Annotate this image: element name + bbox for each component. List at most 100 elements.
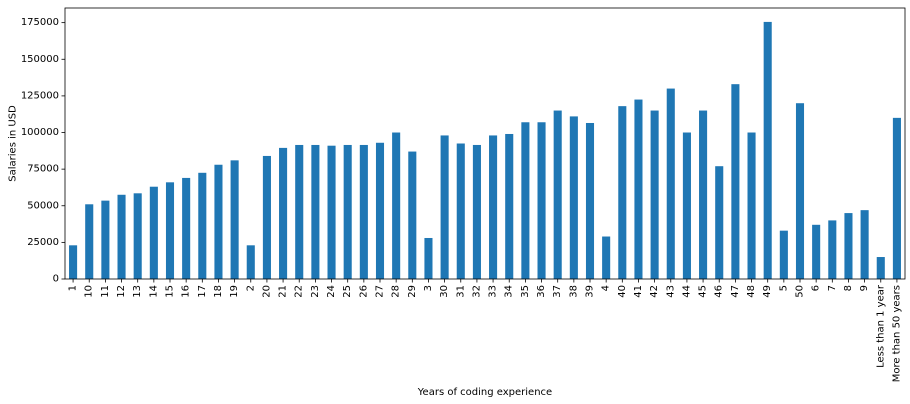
- bar-37: [553, 110, 562, 279]
- y-tick-label: 125000: [21, 90, 59, 101]
- y-axis-ticks: 0 25000 50000 75000 100000 125000 150000 175000: [21, 17, 65, 285]
- bar-18: [214, 164, 223, 279]
- bar-16: [182, 177, 191, 279]
- bar-26: [359, 144, 368, 279]
- x-tick-label: 26: [358, 285, 369, 298]
- x-tick-label: 23: [310, 285, 321, 298]
- x-tick-label: 5: [778, 285, 789, 291]
- bar-29: [408, 151, 417, 279]
- x-tick-label: 22: [294, 285, 305, 298]
- x-tick-label: 40: [617, 285, 628, 298]
- bar-14: [149, 186, 158, 279]
- bar-less-than-1-year: [876, 257, 885, 279]
- x-tick-label: 31: [455, 285, 466, 298]
- bar-4: [602, 236, 611, 279]
- x-tick-label: 46: [714, 285, 725, 298]
- bar-40: [618, 106, 627, 280]
- x-tick-label: 2: [245, 285, 256, 291]
- x-tick-label: 30: [439, 285, 450, 298]
- x-tick-label: 29: [407, 285, 418, 298]
- x-axis-ticks: 1 10 11 12 13 14 15 16 17 18 19 2 20 21 22 23 24 25 26 27 28…: [68, 279, 902, 382]
- x-tick-label: 20: [261, 285, 272, 298]
- bar-48: [747, 132, 756, 279]
- x-tick-label: 33: [488, 285, 499, 298]
- bar-27: [375, 142, 385, 279]
- bar-2: [246, 245, 255, 279]
- bar-6: [812, 224, 821, 279]
- bar-34: [505, 133, 514, 279]
- x-tick-label: 45: [698, 285, 709, 298]
- bar-11: [101, 200, 110, 279]
- x-tick-label: 49: [762, 285, 773, 298]
- bar-43: [666, 88, 675, 279]
- bar-41: [634, 99, 643, 280]
- x-tick-label: 8: [843, 285, 854, 291]
- x-tick-label: 32: [471, 285, 482, 298]
- x-tick-label: 17: [197, 285, 208, 298]
- x-tick-label: 3: [423, 285, 434, 291]
- bar-31: [456, 143, 465, 279]
- bar-44: [682, 132, 691, 279]
- bar-45: [699, 110, 708, 279]
- x-tick-label: 43: [665, 285, 676, 298]
- x-tick-label: 4: [601, 285, 612, 291]
- x-tick-label: 1: [68, 285, 79, 291]
- x-tick-label: 12: [116, 285, 127, 298]
- bar-35: [521, 122, 530, 279]
- x-tick-label: 25: [342, 285, 353, 298]
- x-tick-label: 11: [100, 285, 111, 298]
- x-tick-label: More than 50 years: [891, 285, 902, 382]
- y-tick-label: 175000: [21, 17, 59, 28]
- x-tick-label: 16: [181, 285, 192, 298]
- bar-36: [537, 122, 546, 279]
- bar-21: [279, 147, 288, 279]
- bar-24: [327, 145, 336, 279]
- bar-33: [489, 135, 498, 279]
- x-tick-label: 18: [213, 285, 224, 298]
- bar-12: [117, 194, 126, 279]
- bar-5: [779, 230, 788, 279]
- x-tick-label: 15: [165, 285, 176, 298]
- x-tick-label: 35: [520, 285, 531, 298]
- x-tick-label: 28: [391, 285, 402, 298]
- y-tick-label: 100000: [21, 127, 59, 138]
- x-tick-label: 7: [827, 285, 838, 291]
- y-tick-label: 150000: [21, 54, 59, 65]
- y-tick-label: 75000: [27, 164, 59, 175]
- x-tick-label: 34: [504, 285, 515, 298]
- bar-9: [860, 210, 869, 279]
- bar-7: [828, 220, 837, 279]
- y-tick-label: 0: [53, 274, 59, 285]
- x-tick-label: 38: [568, 285, 579, 298]
- x-tick-label: 10: [84, 285, 95, 298]
- x-tick-label: 50: [795, 285, 806, 298]
- bar-42: [650, 110, 659, 279]
- x-tick-label: 13: [132, 285, 143, 298]
- x-tick-label: 42: [649, 285, 660, 298]
- bar-17: [198, 172, 207, 279]
- x-axis-label: Years of coding experience: [417, 387, 552, 398]
- plot-frame: [64, 7, 906, 280]
- x-tick-label: 24: [326, 285, 337, 298]
- x-tick-label: 27: [375, 285, 386, 298]
- bar-38: [569, 116, 578, 280]
- bar-15: [165, 182, 175, 279]
- y-tick-label: 50000: [27, 200, 59, 211]
- bar-23: [311, 144, 320, 279]
- bar-25: [343, 144, 352, 279]
- x-tick-label: 14: [148, 285, 159, 298]
- y-tick-label: 25000: [27, 237, 59, 248]
- bar-47: [731, 84, 740, 279]
- x-tick-label: 37: [552, 285, 563, 298]
- bar-49: [763, 21, 772, 279]
- bar-more-than-50-years: [892, 117, 901, 279]
- bar-50: [795, 103, 805, 279]
- bar-32: [472, 144, 481, 279]
- x-tick-label: 6: [811, 285, 822, 291]
- bar-13: [133, 193, 142, 279]
- y-axis-label: Salaries in USD: [8, 105, 19, 182]
- x-tick-label: 47: [730, 285, 741, 298]
- bar-19: [230, 160, 239, 279]
- x-tick-label: 48: [746, 285, 757, 298]
